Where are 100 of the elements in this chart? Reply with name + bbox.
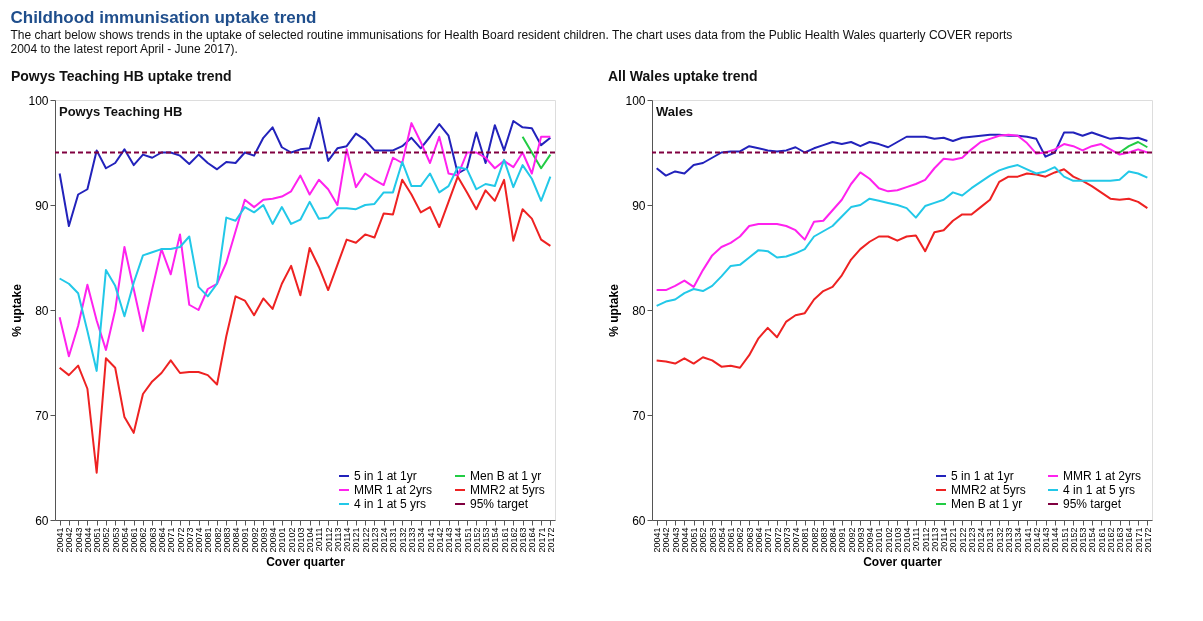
x-tick-label: 20042 [64,527,75,553]
x-tick-label: 20172 [545,527,556,553]
x-tick-label: 20092 [846,527,857,553]
x-tick-label: 20144 [1050,527,1061,553]
y-tick-label: 90 [35,198,49,213]
x-tick-label: 20111 [911,527,922,552]
x-tick-label: 20064 [156,527,167,553]
x-tick-label: 20104 [305,527,316,553]
legend-label: MMR2 at 5yrs [951,483,1026,497]
x-tick-label: 20143 [444,527,455,553]
x-tick-label: 20063 [147,527,158,553]
x-tick-label: 20053 [110,527,121,553]
x-tick-label: 20061 [726,527,737,553]
x-axis-title: Cover quarter [863,554,943,569]
x-tick-label: 20122 [957,527,968,553]
x-tick-label: 20091 [240,527,251,553]
x-tick-label: 20172 [1142,527,1153,553]
x-tick-label: 20111 [314,527,325,552]
legend-label: MMR 1 at 2yrs [1063,469,1142,483]
x-tick-label: 20161 [499,527,510,553]
x-axis-title: Cover quarter [266,554,346,569]
chart-title: All Wales uptake trend [607,68,758,84]
x-tick-label: 20134 [1013,527,1024,553]
x-tick-label: 20071 [166,527,177,553]
x-tick-label: 20154 [490,527,501,553]
x-tick-label: 20103 [295,527,306,553]
line-series [1118,141,1149,154]
line-series [58,158,552,372]
x-tick-label: 20113 [332,527,343,552]
x-tick-label: 20121 [351,527,362,553]
x-tick-label: 20052 [698,527,709,553]
x-tick-label: 20142 [434,527,445,553]
x-tick-label: 20093 [855,527,866,553]
x-tick-label: 20122 [360,527,371,553]
legend-label: 5 in 1 at 1yr [951,469,1014,483]
x-tick-label: 20133 [1003,527,1014,553]
legend-label: MMR 1 at 2yrs [354,483,433,497]
legend-label: 4 in 1 at 5 yrs [1063,483,1136,497]
x-tick-label: 20162 [508,527,519,553]
x-tick-label: 20041 [652,527,663,553]
line-series [58,122,552,358]
x-tick-label: 20132 [397,527,408,553]
x-tick-label: 20112 [920,527,931,552]
x-tick-label: 20121 [948,527,959,553]
x-tick-label: 20063 [744,527,755,553]
y-tick-label: 70 [632,408,646,423]
y-tick-label: 80 [35,303,49,318]
line-series [521,135,552,170]
x-tick-label: 20123 [966,527,977,553]
x-tick-label: 20093 [258,527,269,553]
x-tick-label: 20131 [388,527,399,553]
x-tick-label: 20091 [837,527,848,553]
x-tick-label: 20042 [661,527,672,553]
y-tick-label: 60 [35,513,49,528]
legend-label: Men B at 1 yr [470,469,542,483]
x-tick-label: 20151 [462,527,473,553]
x-tick-label: 20131 [985,527,996,553]
x-tick-label: 20164 [1124,527,1135,553]
x-tick-label: 20051 [689,527,700,553]
annotation: Powys Teaching HB [59,104,183,119]
x-tick-label: 20083 [818,527,829,553]
x-tick-label: 20074 [791,527,802,553]
x-tick-label: 20114 [342,527,353,552]
line-series [655,164,1149,307]
x-tick-label: 20103 [892,527,903,553]
x-tick-label: 20061 [129,527,140,553]
legend-label: 95% target [1063,497,1122,511]
x-tick-label: 20132 [994,527,1005,553]
y-tick-label: 90 [632,198,646,213]
x-tick-label: 20153 [481,527,492,553]
line-series [655,168,1149,369]
x-tick-label: 20082 [212,527,223,553]
x-tick-label: 20151 [1059,527,1070,553]
x-tick-label: 20073 [781,527,792,553]
x-tick-label: 20084 [828,527,839,553]
y-axis-title: % uptake [607,283,622,337]
x-tick-label: 20162 [1105,527,1116,553]
x-tick-label: 20082 [809,527,820,553]
x-tick-label: 20171 [536,527,547,553]
legend-label: Men B at 1 yr [951,497,1023,511]
chart-title: Powys Teaching HB uptake trend [10,68,232,84]
y-axis-title: % uptake [10,283,25,337]
x-tick-label: 20064 [753,527,764,553]
y-tick-label: 70 [35,408,49,423]
x-tick-label: 20081 [800,527,811,553]
line-series [655,131,1149,177]
y-tick-label: 100 [28,93,49,108]
x-tick-label: 20114 [939,527,950,552]
x-tick-label: 20051 [92,527,103,553]
x-tick-label: 20074 [194,527,205,553]
line-series [655,133,1149,292]
x-tick-label: 20054 [119,527,130,553]
legend-label: MMR2 at 5yrs [470,483,545,497]
x-tick-label: 20133 [406,527,417,553]
x-tick-label: 20073 [184,527,195,553]
x-tick-label: 20084 [231,527,242,553]
x-tick-label: 20053 [707,527,718,553]
x-tick-label: 20144 [453,527,464,553]
x-tick-label: 20044 [679,527,690,553]
x-tick-label: 20043 [670,527,681,553]
